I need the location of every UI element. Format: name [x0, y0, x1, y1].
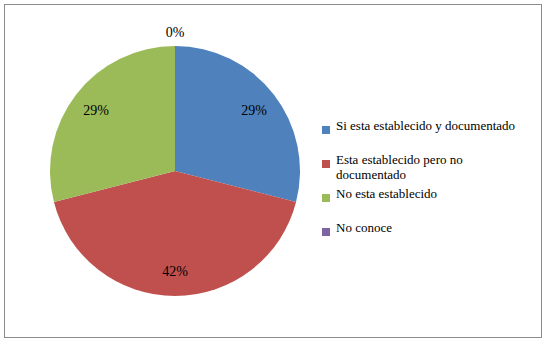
legend-swatch	[322, 160, 330, 168]
legend-item: No conoce	[322, 220, 392, 236]
pie-group: 29% 42% 29% 0%	[50, 25, 300, 296]
legend-label: Esta establecido pero nodocumentado	[336, 152, 463, 182]
legend-swatch	[322, 194, 330, 202]
legend-swatch	[322, 126, 330, 134]
legend-label: No conoce	[336, 220, 392, 235]
data-label: 29%	[241, 103, 267, 118]
slices-inner	[50, 46, 300, 296]
legend: Si esta establecido y documentado Esta es…	[322, 118, 515, 236]
legend-swatch	[322, 228, 330, 236]
legend-label: Si esta establecido y documentado	[336, 118, 515, 133]
data-label: 29%	[83, 103, 109, 118]
chart-frame	[5, 5, 542, 338]
legend-item: Esta establecido pero nodocumentado	[322, 152, 463, 182]
legend-item: No esta establecido	[322, 186, 437, 202]
legend-item: Si esta establecido y documentado	[322, 118, 515, 134]
legend-label: No esta establecido	[336, 186, 437, 201]
slices	[50, 46, 300, 296]
pie-slice	[175, 46, 176, 171]
chart-svg: 29% 42% 29% 0% Si esta establecido y documen…	[0, 0, 546, 342]
data-label: 0%	[166, 25, 185, 40]
data-label: 42%	[162, 264, 188, 279]
pie-slice	[50, 46, 175, 202]
